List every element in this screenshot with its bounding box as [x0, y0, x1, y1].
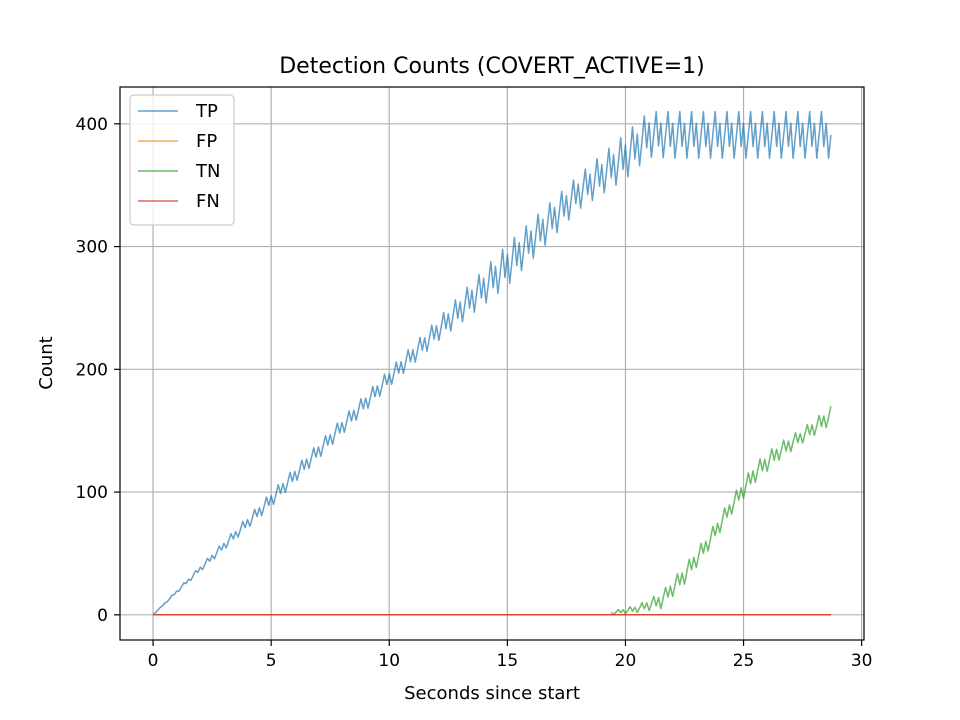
legend-label-tp: TP: [195, 101, 218, 122]
series-line-tp: [152, 110, 832, 616]
x-tick-label: 5: [266, 651, 277, 671]
x-axis-label: Seconds since start: [404, 683, 580, 704]
y-tick-label: 0: [97, 606, 108, 626]
legend-label-fp: FP: [196, 131, 217, 152]
x-tick-label: 0: [148, 651, 159, 671]
chart-title: Detection Counts (COVERT_ACTIVE=1): [279, 54, 705, 79]
axes-frame: [119, 86, 865, 641]
y-tick-label: 200: [76, 360, 108, 380]
series-line-tn: [610, 406, 832, 616]
legend-label-tn: TN: [195, 161, 220, 182]
y-axis-label: Count: [36, 336, 57, 389]
x-tick-label: 15: [497, 651, 519, 671]
y-tick-label: 100: [76, 483, 108, 503]
x-tick-label: 30: [851, 651, 873, 671]
x-tick-label: 10: [378, 651, 400, 671]
x-tick-label: 25: [733, 651, 755, 671]
y-tick-label: 400: [76, 115, 108, 135]
legend-label-fn: FN: [196, 191, 220, 212]
legend-box: [129, 94, 235, 226]
y-tick-label: 300: [76, 238, 108, 258]
plot-area: [152, 110, 832, 616]
legend: TP FP TN FN: [129, 94, 235, 226]
x-tick-label: 20: [615, 651, 637, 671]
